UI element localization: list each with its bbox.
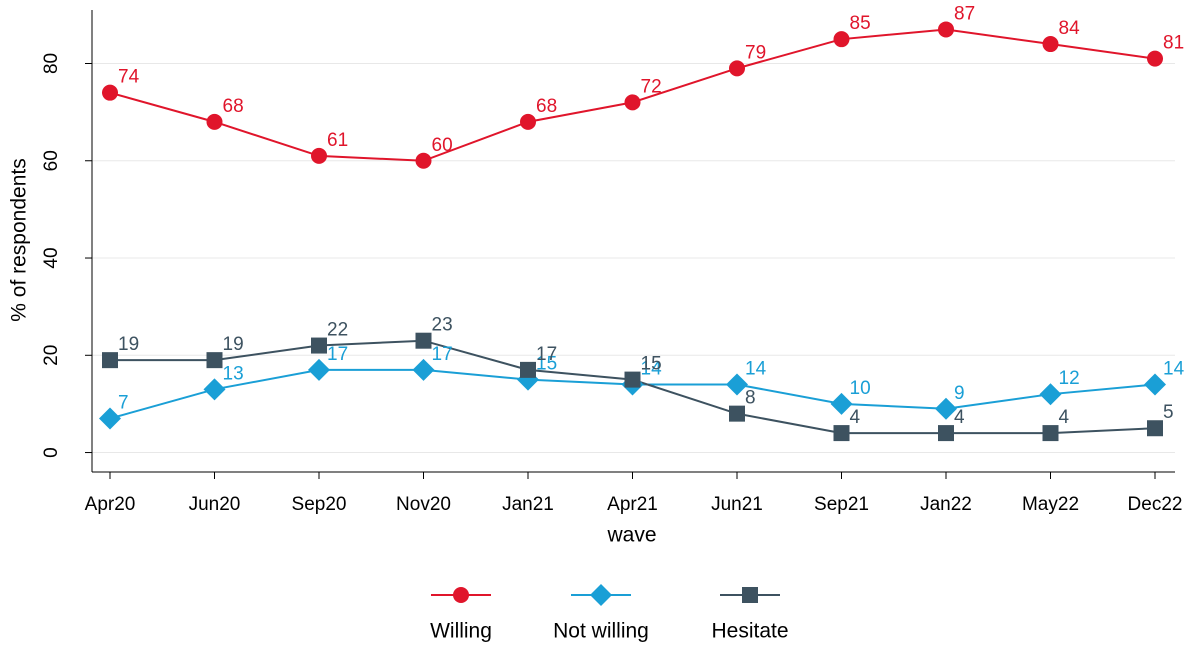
data-label: 22: [327, 320, 348, 341]
data-point: [203, 378, 226, 401]
x-tick-label: Sep20: [292, 494, 347, 515]
x-tick-label: Apr20: [85, 494, 136, 515]
data-label: 14: [745, 358, 767, 379]
data-point: [938, 425, 954, 442]
y-tick-label: 60: [41, 150, 62, 171]
x-tick-label: Sep21: [814, 494, 869, 515]
x-tick-label: May22: [1022, 494, 1079, 515]
data-point: [206, 352, 223, 369]
data-label: 10: [850, 378, 871, 399]
data-point: [729, 60, 745, 77]
data-label: 79: [745, 42, 766, 63]
data-point: [412, 358, 435, 381]
data-point: [729, 405, 745, 422]
data-label: 17: [432, 344, 453, 365]
x-tick-label: Jan22: [920, 494, 972, 515]
data-point: [102, 352, 118, 369]
y-axis-label: % of respondents: [8, 158, 31, 321]
data-point: [726, 373, 748, 396]
y-tick-label: 0: [41, 447, 62, 458]
data-point: [935, 397, 957, 420]
data-label: 19: [223, 334, 244, 355]
data-point: [1042, 36, 1059, 53]
legend-marker: [590, 584, 612, 606]
data-point: [1039, 383, 1062, 406]
data-label: 15: [536, 354, 557, 375]
data-point: [311, 337, 327, 354]
data-label: 14: [1163, 358, 1185, 379]
data-label: 81: [1163, 33, 1184, 54]
data-point: [1147, 50, 1163, 67]
data-point: [206, 113, 223, 130]
data-point: [833, 425, 850, 442]
data-label: 61: [327, 130, 348, 151]
data-label: 15: [641, 354, 662, 375]
data-label: 87: [954, 3, 975, 24]
data-label: 14: [641, 358, 663, 379]
data-point: [311, 147, 327, 164]
x-tick-label: Dec22: [1128, 494, 1183, 515]
data-point: [1042, 425, 1059, 442]
data-label: 8: [745, 388, 756, 409]
data-point: [520, 113, 536, 130]
y-tick-label: 40: [41, 247, 62, 268]
data-label: 12: [1059, 368, 1080, 389]
data-label: 74: [118, 67, 140, 88]
data-point: [1144, 373, 1166, 396]
data-label: 23: [432, 315, 453, 336]
data-point: [830, 392, 853, 415]
data-point: [415, 332, 432, 349]
data-label: 68: [223, 96, 244, 117]
data-point: [1147, 420, 1163, 437]
data-label: 4: [954, 407, 965, 428]
data-point: [833, 31, 850, 48]
legend-label: Not willing: [553, 620, 649, 643]
y-tick-label: 20: [41, 345, 62, 366]
data-point: [308, 358, 330, 381]
legend-marker: [453, 587, 469, 603]
data-point: [624, 371, 641, 388]
data-label: 72: [641, 76, 662, 97]
data-label: 17: [536, 344, 557, 365]
data-label: 68: [536, 96, 557, 117]
data-point: [938, 21, 954, 38]
data-point: [102, 84, 118, 101]
data-label: 5: [1163, 402, 1174, 423]
data-label: 60: [432, 135, 453, 156]
legend-label: Hesitate: [711, 620, 788, 643]
legend-marker: [742, 587, 758, 603]
data-label: 13: [223, 363, 244, 384]
data-point: [624, 94, 641, 111]
x-tick-label: Jun21: [711, 494, 763, 515]
x-tick-label: Jan21: [502, 494, 554, 515]
y-tick-label: 80: [41, 53, 62, 74]
x-axis-label: wave: [606, 524, 656, 547]
data-label: 84: [1059, 18, 1081, 39]
data-label: 4: [850, 407, 861, 428]
data-label: 17: [327, 344, 348, 365]
data-label: 9: [954, 383, 965, 404]
x-tick-label: Nov20: [396, 494, 451, 515]
data-label: 19: [118, 334, 139, 355]
data-point: [520, 361, 536, 378]
x-tick-label: Apr21: [607, 494, 658, 515]
x-tick-label: Jun20: [189, 494, 241, 515]
data-point: [415, 152, 432, 169]
data-label: 85: [850, 13, 871, 34]
data-label: 7: [118, 393, 129, 414]
data-label: 4: [1059, 407, 1070, 428]
legend-label: Willing: [430, 620, 492, 643]
data-point: [99, 407, 121, 430]
